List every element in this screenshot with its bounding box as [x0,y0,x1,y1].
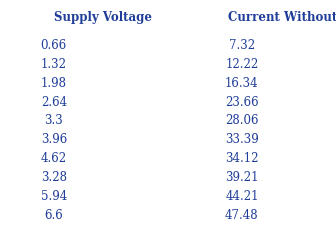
Text: 6.6: 6.6 [44,208,63,221]
Text: 7.32: 7.32 [229,39,255,52]
Text: 47.48: 47.48 [225,208,259,221]
Text: 2.64: 2.64 [41,95,67,108]
Text: 23.66: 23.66 [225,95,259,108]
Text: 39.21: 39.21 [225,170,259,183]
Text: 3.96: 3.96 [41,133,67,146]
Text: Supply Voltage: Supply Voltage [54,11,152,24]
Text: 0.66: 0.66 [41,39,67,52]
Text: 3.3: 3.3 [44,114,63,127]
Text: 4.62: 4.62 [41,152,67,165]
Text: Current Without Electronics (mA): Current Without Electronics (mA) [228,11,336,24]
Text: 16.34: 16.34 [225,76,259,89]
Text: 1.32: 1.32 [41,57,67,70]
Text: 12.22: 12.22 [225,57,258,70]
Text: 3.28: 3.28 [41,170,67,183]
Text: 28.06: 28.06 [225,114,259,127]
Text: 44.21: 44.21 [225,189,259,202]
Text: 33.39: 33.39 [225,133,259,146]
Text: 34.12: 34.12 [225,152,259,165]
Text: 5.94: 5.94 [41,189,67,202]
Text: 1.98: 1.98 [41,76,67,89]
